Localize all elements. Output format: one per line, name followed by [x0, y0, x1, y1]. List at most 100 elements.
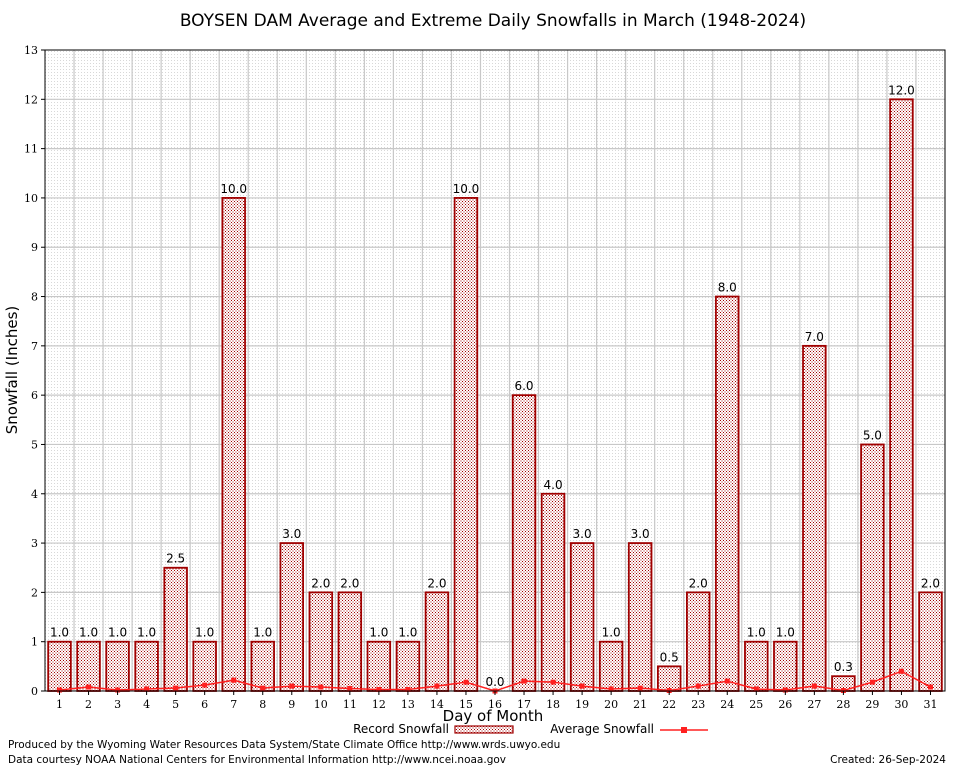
x-tick-label: 20	[604, 698, 618, 711]
bar-value-label: 1.0	[137, 626, 156, 640]
x-tick-label: 10	[314, 698, 328, 711]
bar-value-label: 1.0	[776, 626, 795, 640]
footer-data-courtesy: Data courtesy NOAA National Centers for …	[8, 754, 506, 766]
x-tick-label: 1	[56, 698, 63, 711]
bar-value-label: 4.0	[544, 478, 563, 492]
record-bar	[656, 665, 682, 692]
average-point	[927, 684, 933, 690]
bar-value-label: 2.0	[689, 576, 708, 590]
average-point	[637, 685, 643, 691]
average-point	[231, 677, 237, 683]
record-bar	[773, 640, 798, 692]
record-bar	[511, 394, 537, 692]
chart-title: BOYSEN DAM Average and Extreme Daily Sno…	[180, 11, 806, 31]
average-point	[521, 678, 527, 684]
bar-value-label: 10.0	[453, 182, 480, 196]
bar-value-label: 1.0	[195, 626, 214, 640]
average-point	[463, 679, 469, 685]
bar-value-label: 1.0	[398, 626, 417, 640]
legend: Record Snowfall Average Snowfall	[353, 722, 708, 736]
bar-value-label: 3.0	[282, 527, 301, 541]
plot-background	[45, 50, 945, 691]
bar-value-label: 0.5	[660, 650, 679, 664]
x-tick-label: 4	[143, 698, 150, 711]
y-tick-label: 11	[24, 143, 38, 156]
average-point	[695, 683, 701, 689]
y-tick-label: 1	[31, 636, 38, 649]
record-bar	[105, 640, 130, 692]
y-tick-label: 3	[31, 537, 38, 550]
average-point	[753, 686, 759, 692]
x-tick-label: 8	[259, 698, 266, 711]
x-tick-label: 30	[894, 698, 908, 711]
bar-value-label: 2.0	[427, 576, 446, 590]
x-axis-label: Day of Month	[443, 707, 544, 725]
x-tick-label: 28	[836, 698, 850, 711]
average-point	[724, 678, 730, 684]
bar-value-labels: 1.0 1.0 1.0 1.0 2.5 1.0 10.0 1.0 3.0 2.0 2.0 1.0 1.0…	[50, 83, 940, 689]
record-bar	[424, 591, 450, 692]
record-bar	[715, 295, 740, 692]
average-point	[782, 687, 788, 693]
average-point	[57, 687, 63, 693]
y-tick-label: 4	[31, 488, 38, 501]
y-tick-label: 8	[31, 291, 38, 304]
y-tick-label: 10	[24, 192, 38, 205]
bar-value-label: 6.0	[514, 379, 533, 393]
record-bar	[279, 542, 304, 692]
record-bar	[395, 640, 421, 692]
record-bar	[76, 640, 101, 692]
average-point	[318, 684, 324, 690]
record-bar	[47, 640, 72, 692]
record-bar	[918, 591, 943, 692]
record-bar	[337, 591, 363, 692]
bar-value-label: 10.0	[220, 182, 247, 196]
bar-value-label: 2.0	[921, 576, 940, 590]
average-point	[144, 686, 150, 692]
record-bar	[744, 640, 769, 692]
average-point	[550, 679, 556, 685]
record-bar	[802, 344, 827, 692]
bar-value-label: 1.0	[253, 626, 272, 640]
x-tick-label: 6	[201, 698, 208, 711]
bar-value-label: 2.0	[340, 576, 359, 590]
footer-produced-by: Produced by the Wyoming Water Resources …	[8, 739, 560, 751]
bar-value-label: 1.0	[108, 626, 127, 640]
average-point	[898, 668, 904, 674]
y-tick-label: 13	[24, 44, 38, 57]
x-tick-label: 27	[807, 698, 821, 711]
bar-value-label: 0.0	[485, 675, 504, 689]
footer-created-date: Created: 26-Sep-2024	[830, 754, 946, 766]
x-tick-label: 19	[575, 698, 589, 711]
x-tick-label: 16	[488, 698, 502, 711]
x-tick-label: 29	[865, 698, 879, 711]
record-bar	[366, 640, 392, 692]
bar-value-label: 2.5	[166, 552, 185, 566]
average-point	[376, 687, 382, 693]
average-point	[260, 685, 266, 691]
average-point	[434, 683, 440, 689]
bar-value-label: 5.0	[863, 428, 882, 442]
average-point	[115, 687, 121, 693]
bar-value-label: 12.0	[888, 83, 915, 97]
legend-average-marker	[681, 727, 687, 733]
y-tick-label: 2	[31, 586, 38, 599]
bar-value-label: 1.0	[79, 626, 98, 640]
y-tick-label: 7	[31, 340, 38, 353]
bar-value-label: 7.0	[805, 330, 824, 344]
x-tick-label: 22	[662, 698, 676, 711]
legend-record-label: Record Snowfall	[353, 722, 449, 736]
x-tick-label: 31	[923, 698, 937, 711]
bar-value-label: 1.0	[50, 626, 69, 640]
average-point	[289, 683, 295, 689]
record-bar	[627, 542, 653, 692]
x-tick-label: 21	[633, 698, 647, 711]
x-axis-ticks: 1 2 3 4 5 6 7 8 9 10 11 12 13 14 15 16 17 18 19 20 21 22 23 24 2…	[56, 691, 937, 711]
record-bar	[221, 197, 246, 692]
x-tick-label: 15	[459, 698, 473, 711]
average-point	[811, 683, 817, 689]
bar-value-label: 8.0	[718, 281, 737, 295]
average-point	[86, 684, 92, 690]
average-point	[173, 685, 179, 691]
